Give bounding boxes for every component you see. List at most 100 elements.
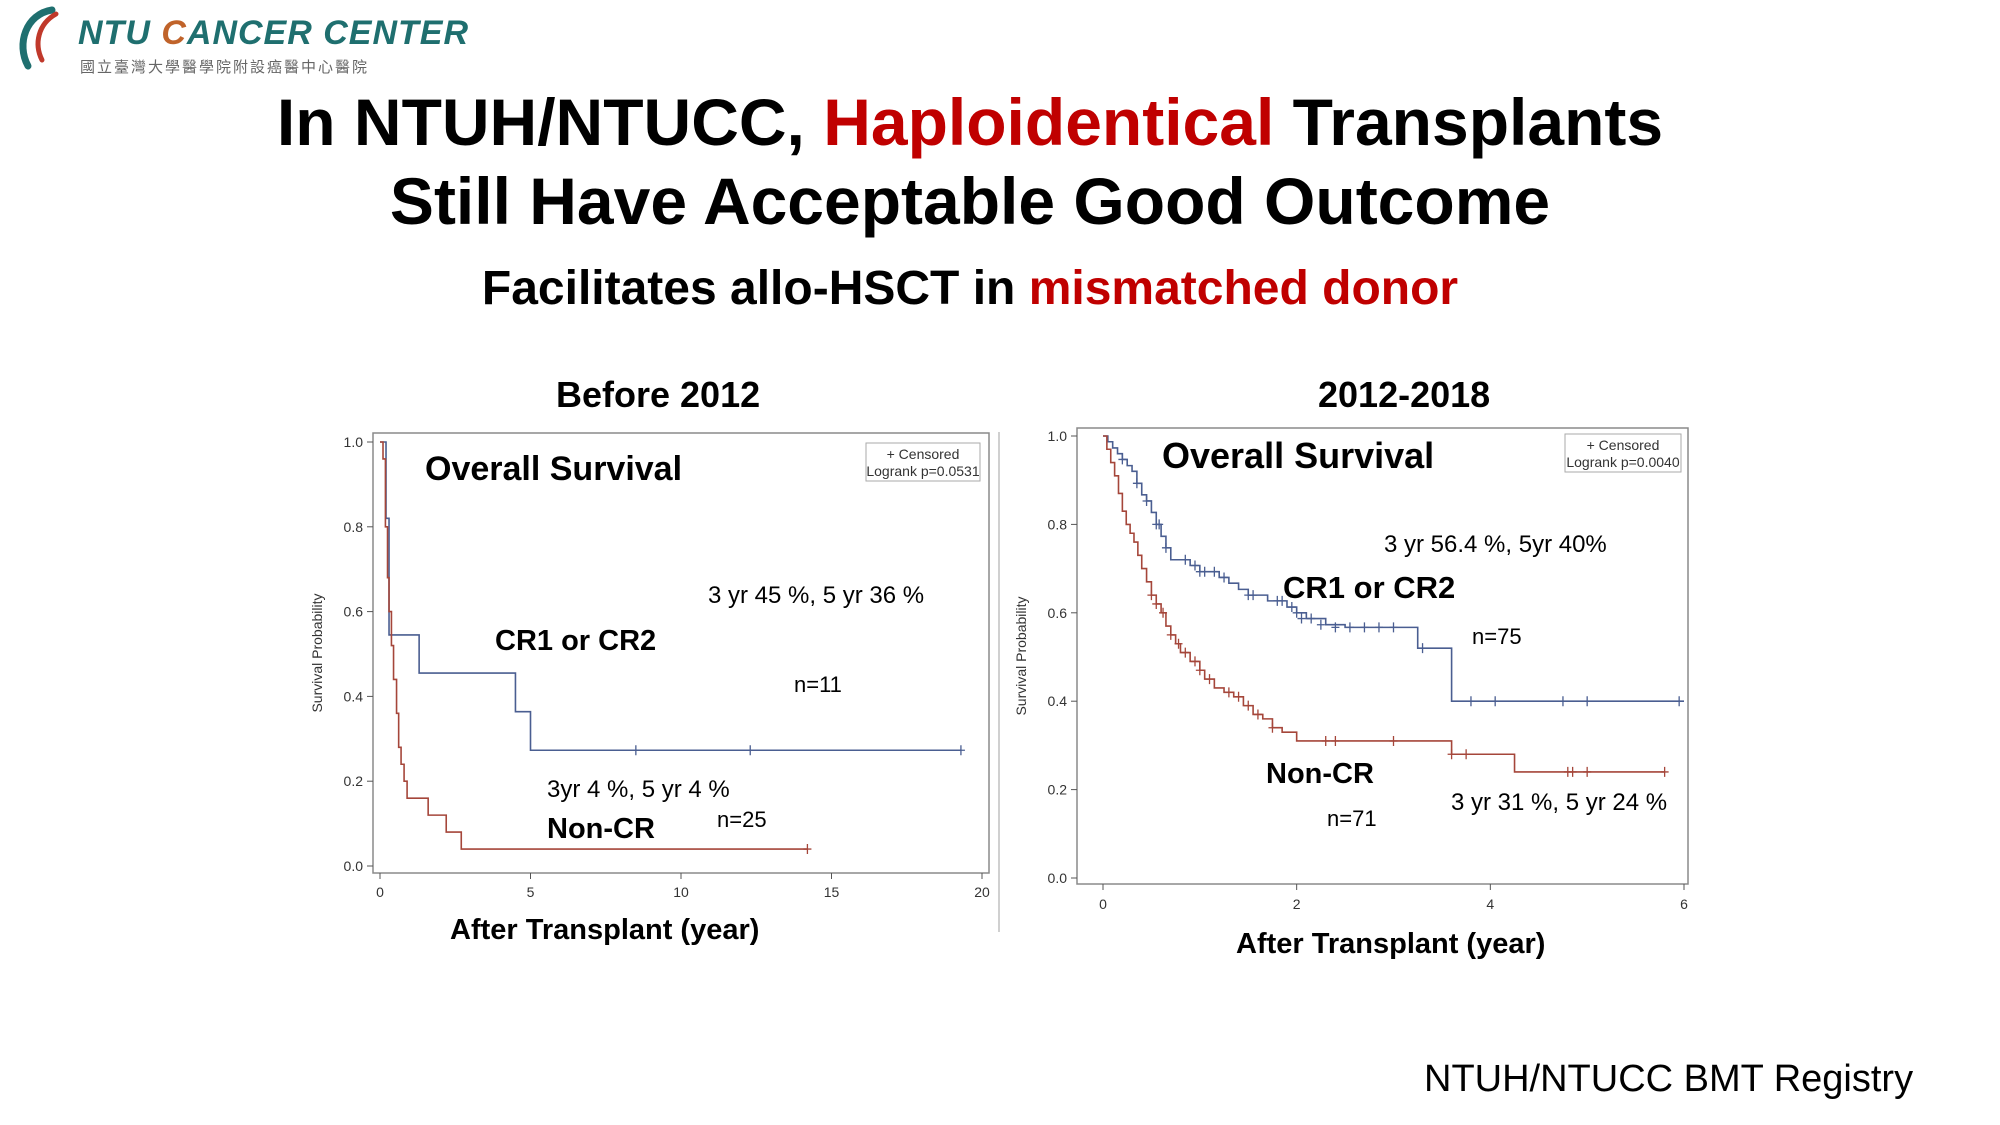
censor-mark xyxy=(1466,696,1475,707)
panel-title-2012-2018: 2012-2018 xyxy=(1318,374,1491,415)
censor-mark xyxy=(1161,542,1170,553)
x-axis-title-2012-2018: After Transplant (year) xyxy=(1236,928,1546,960)
annotation-ncr-stats: 3 yr 31 %, 5 yr 24 % xyxy=(1451,789,1667,816)
annotation-ncr-n: n=71 xyxy=(1327,806,1377,831)
censor-mark xyxy=(746,745,755,756)
censor-mark xyxy=(1675,696,1684,707)
censor-mark xyxy=(1292,607,1301,618)
censor-mark xyxy=(1331,622,1340,633)
censor-mark xyxy=(1316,619,1325,630)
censor-mark xyxy=(956,745,965,756)
censor-mark xyxy=(1174,638,1183,649)
annotation-cr-label: CR1 or CR2 xyxy=(495,625,656,657)
censor-mark xyxy=(1142,495,1151,506)
censor-mark xyxy=(1190,560,1199,571)
x-tick-label: 2 xyxy=(1293,896,1301,912)
annotation-ncr-label: Non-CR xyxy=(1266,758,1374,790)
y-axis-label: Survival Probability xyxy=(309,593,325,712)
censor-mark xyxy=(1360,622,1369,633)
y-tick-label: 0.0 xyxy=(344,858,364,874)
censor-mark xyxy=(1389,735,1398,746)
censor-mark xyxy=(1287,602,1296,613)
annotation-cr-label: CR1 or CR2 xyxy=(1283,570,1455,605)
censor-mark xyxy=(1181,647,1190,658)
y-tick-label: 0.6 xyxy=(1048,605,1068,621)
annotation-ncr-n: n=25 xyxy=(717,807,767,832)
x-tick-label: 5 xyxy=(527,884,535,900)
plot-frame xyxy=(1076,427,1689,885)
censor-mark xyxy=(1244,700,1253,711)
logo-icon xyxy=(19,6,59,70)
y-tick-label: 0.4 xyxy=(1048,693,1068,709)
plot-inner-title: Overall Survival xyxy=(1162,435,1434,476)
censor-mark xyxy=(1200,566,1209,577)
y-tick-label: 0.0 xyxy=(1048,870,1068,886)
censor-mark xyxy=(803,844,812,855)
y-tick-label: 0.8 xyxy=(1048,516,1068,532)
censor-mark xyxy=(1132,478,1141,489)
censor-mark xyxy=(1568,766,1577,777)
x-axis-title-before-2012: After Transplant (year) xyxy=(450,914,760,946)
censor-mark xyxy=(1118,454,1127,465)
censor-mark xyxy=(1418,643,1427,654)
y-tick-label: 0.8 xyxy=(344,519,364,535)
censor-mark xyxy=(1462,749,1471,760)
x-tick-label: 0 xyxy=(1099,896,1107,912)
x-tick-label: 4 xyxy=(1486,896,1494,912)
survival-curve-noncr xyxy=(380,441,808,850)
y-tick-label: 1.0 xyxy=(1048,428,1068,444)
x-tick-label: 20 xyxy=(974,884,990,900)
censor-mark xyxy=(1660,766,1669,777)
censor-mark xyxy=(1190,656,1199,667)
slide-subtitle: Facilitates allo-HSCT in mismatched dono… xyxy=(481,262,1459,315)
censor-mark xyxy=(1558,696,1567,707)
x-tick-label: 6 xyxy=(1680,896,1688,912)
y-tick-label: 1.0 xyxy=(344,434,364,450)
panel-title-before-2012: Before 2012 xyxy=(556,374,761,415)
censor-mark xyxy=(1155,519,1164,530)
y-axis-label: Survival Probability xyxy=(1013,596,1029,715)
censor-mark xyxy=(1224,687,1233,698)
censor-mark xyxy=(1321,735,1330,746)
censor-mark xyxy=(1389,622,1398,633)
censor-mark xyxy=(1374,622,1383,633)
censor-mark xyxy=(1278,595,1287,606)
censor-mark xyxy=(631,745,640,756)
annotation-ncr-stats: 3yr 4 %, 5 yr 4 % xyxy=(547,776,730,803)
annotation-cr-stats: 3 yr 56.4 %, 5yr 40% xyxy=(1384,531,1607,558)
censor-mark xyxy=(1331,735,1340,746)
plot-inner-title: Overall Survival xyxy=(425,450,682,488)
legend-logrank: Logrank p=0.0040 xyxy=(1566,454,1679,470)
censor-mark xyxy=(1268,722,1277,733)
censor-mark xyxy=(1253,709,1262,720)
legend-censored: + Censored xyxy=(1587,437,1660,453)
censor-mark xyxy=(1583,766,1592,777)
censor-mark xyxy=(1345,622,1354,633)
survival-curve-noncr xyxy=(1103,435,1665,773)
y-tick-label: 0.6 xyxy=(344,604,364,620)
censor-mark xyxy=(1220,572,1229,583)
censor-mark xyxy=(1159,607,1168,618)
censor-mark xyxy=(1297,613,1306,624)
censor-mark xyxy=(1205,674,1214,685)
legend-box xyxy=(865,442,981,482)
x-tick-label: 15 xyxy=(824,884,840,900)
censor-mark xyxy=(1181,554,1190,565)
ntu-cancer-center-logo: NTU CANCER CENTER 國立臺灣大學醫學院附設癌醫中心醫院 xyxy=(12,4,468,76)
censor-mark xyxy=(1152,598,1161,609)
censor-mark xyxy=(1447,749,1456,760)
annotation-cr-n: n=11 xyxy=(794,672,842,697)
censor-mark xyxy=(1583,696,1592,707)
censor-mark xyxy=(1195,665,1204,676)
censor-mark xyxy=(1491,696,1500,707)
y-tick-label: 0.2 xyxy=(344,773,364,789)
x-tick-label: 10 xyxy=(673,884,689,900)
censor-mark xyxy=(1307,613,1316,624)
y-tick-label: 0.2 xyxy=(1048,782,1068,798)
censor-mark xyxy=(1147,590,1156,601)
slide-title-line-2: Still Have Acceptable Good Outcome xyxy=(389,164,1551,238)
annotation-cr-stats: 3 yr 45 %, 5 yr 36 % xyxy=(708,582,924,609)
